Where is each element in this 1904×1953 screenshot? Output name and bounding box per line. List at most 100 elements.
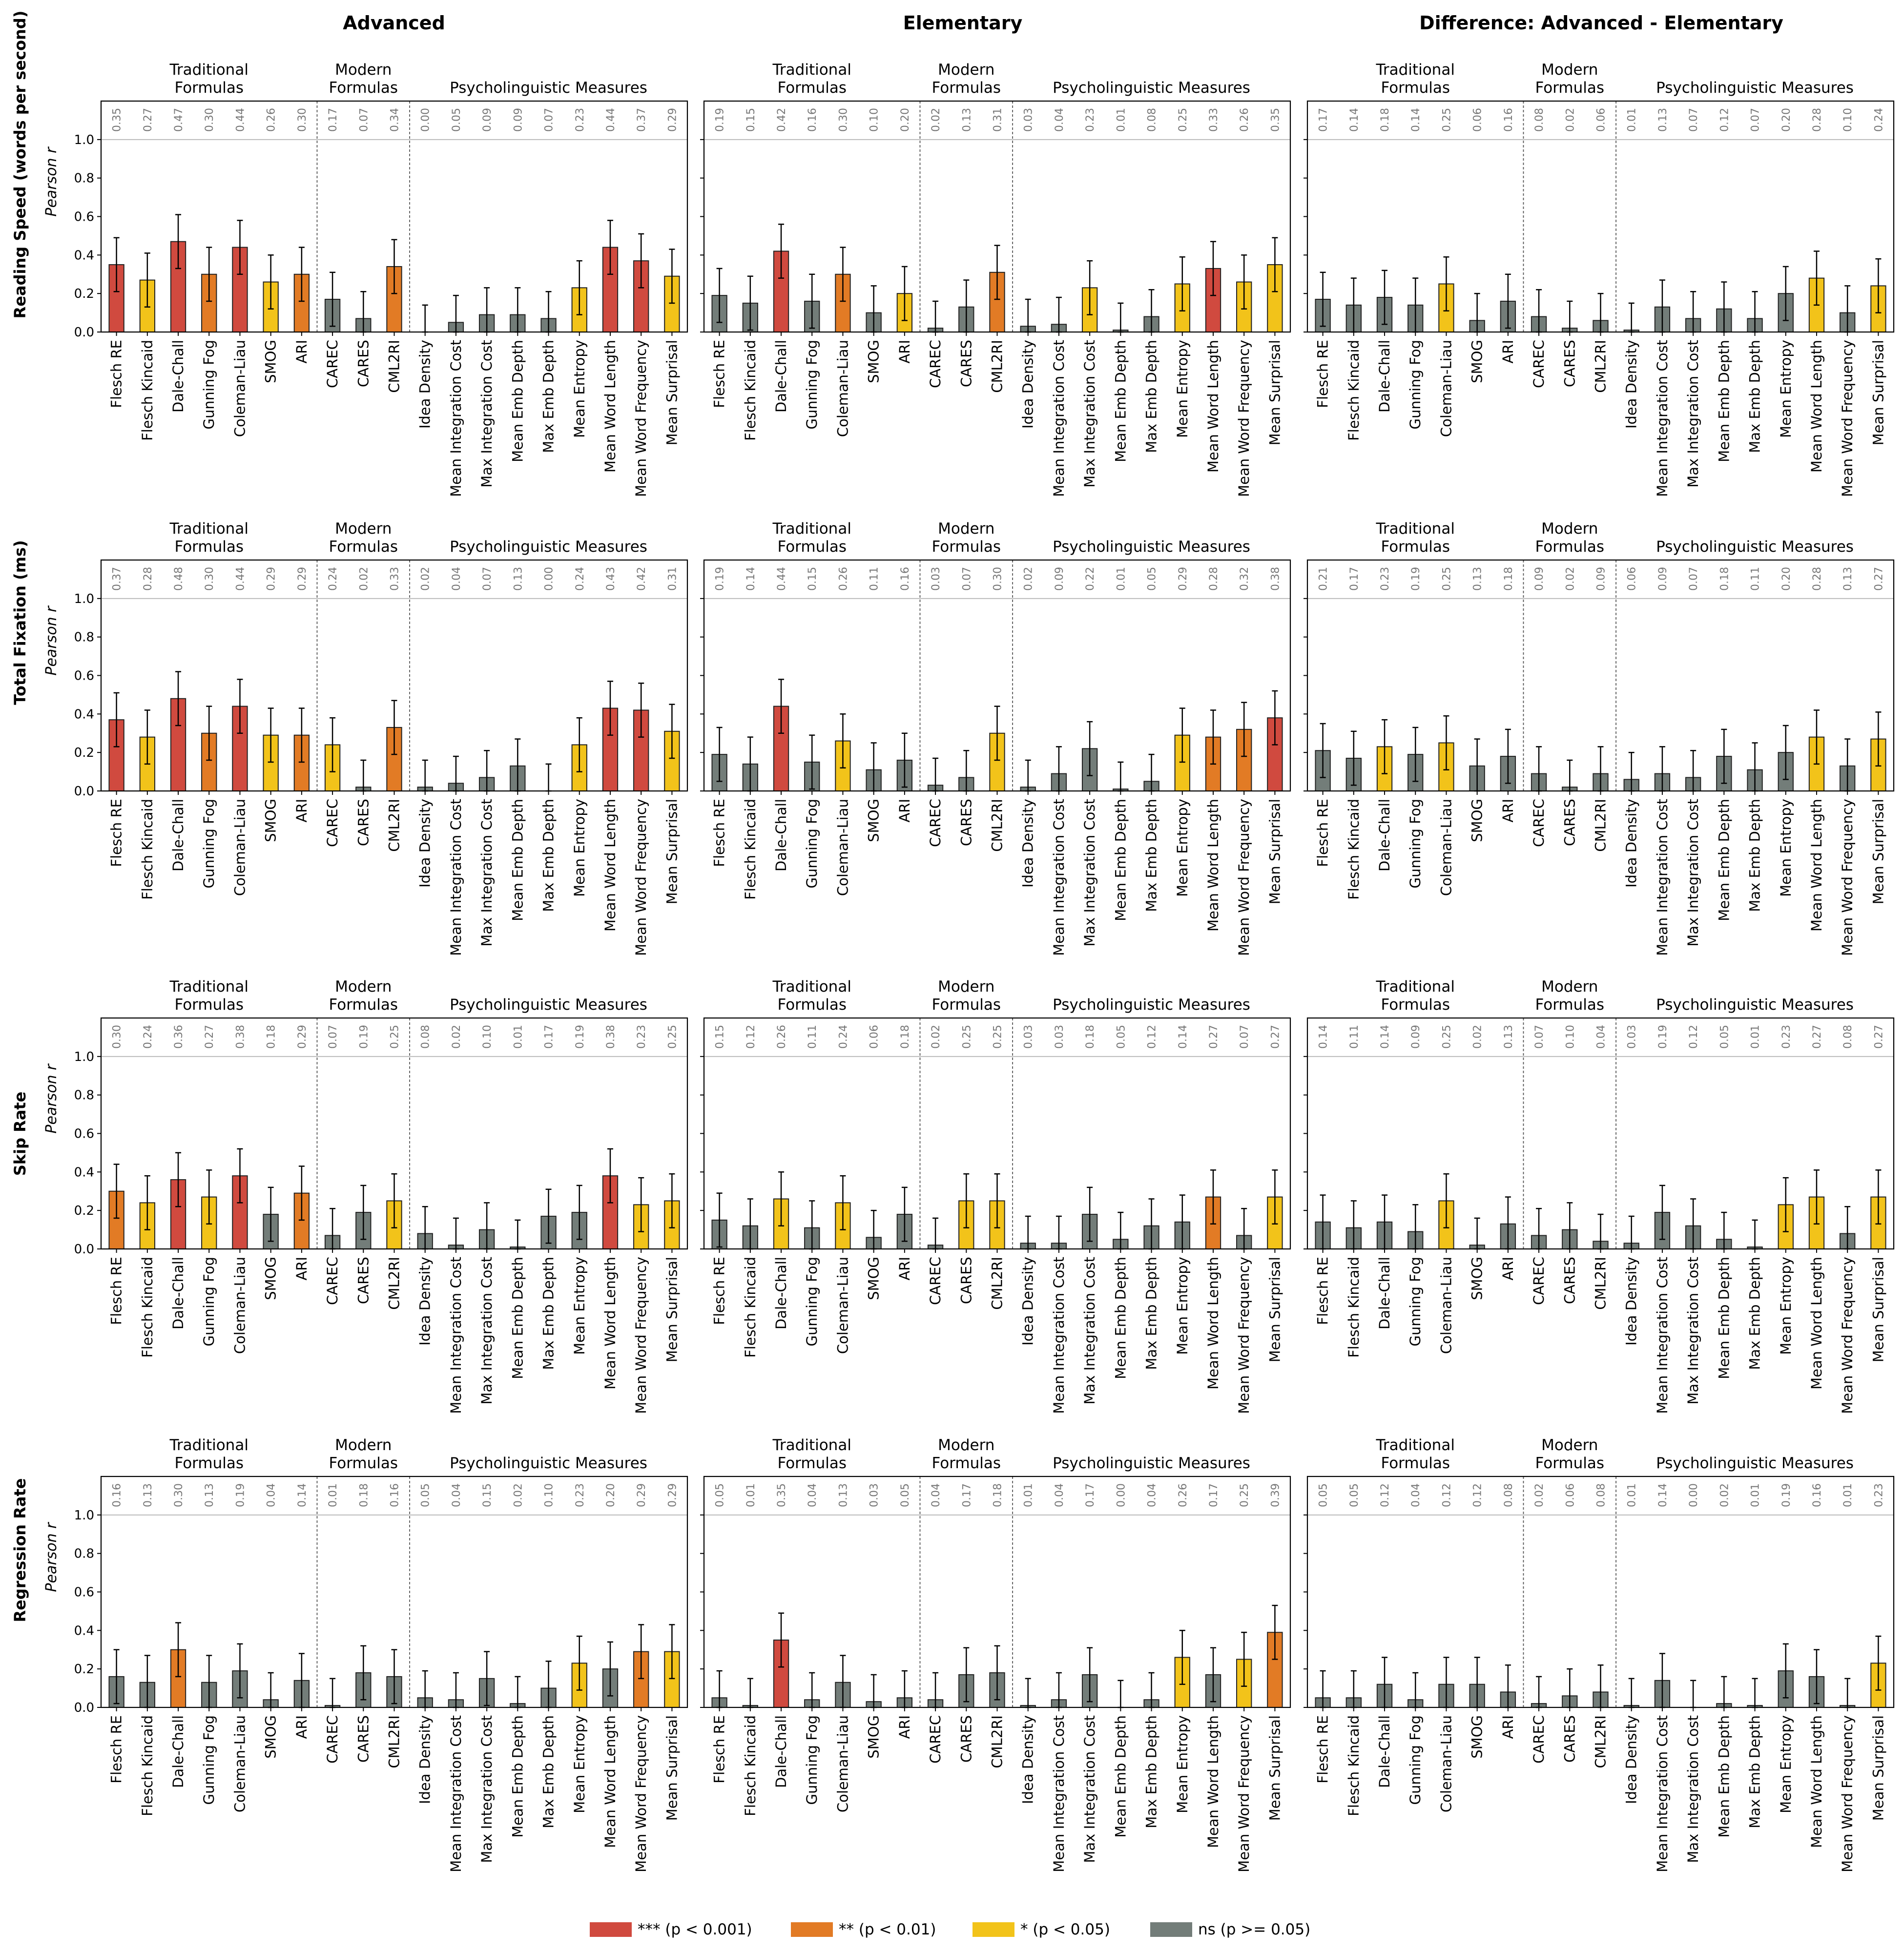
x-tick-label-max-emb-depth: Max Emb Depth <box>540 1257 557 1370</box>
x-tick-label-coleman-liau: Coleman-Liau <box>231 1257 248 1354</box>
x-tick-label-mean-integration-cost: Mean Integration Cost <box>448 1257 464 1414</box>
x-tick-label-ari: ARI <box>896 1715 913 1739</box>
x-tick-label-ari: ARI <box>1500 340 1516 364</box>
value-label-carec: 0.07 <box>327 1025 339 1049</box>
panel-0-1: 0.19 0.15 0.42 0.16 0.30 0.10 0.20 0.02 0.13 0.31… <box>700 61 1291 497</box>
row-titles: Reading Speed (words per second) Total F… <box>11 11 29 1622</box>
group-label-formulas: Formulas <box>329 79 398 97</box>
x-tick-label-idea-density: Idea Density <box>417 340 434 429</box>
group-label-modern: Modern <box>1541 520 1598 538</box>
value-label-smog: 0.06 <box>869 1025 881 1049</box>
value-label-max-integration-cost: 0.10 <box>481 1025 494 1049</box>
error-bar-dale-chall <box>1382 719 1388 774</box>
group-label-psycholinguistic: Psycholinguistic Measures <box>450 1454 647 1472</box>
error-bar-flesch-kincaid <box>144 1175 150 1230</box>
y-tick-label: 0.6 <box>74 1585 94 1600</box>
value-label-cares: 0.02 <box>1564 108 1576 132</box>
error-bar-flesch-kincaid <box>144 252 150 308</box>
x-tick-label-smog: SMOG <box>866 340 882 383</box>
group-label-traditional: Traditional <box>169 61 248 79</box>
error-bar-mean-surprisal <box>1875 258 1882 313</box>
value-label-idea-density: 0.00 <box>420 108 432 132</box>
value-label-mean-emb-depth: 0.01 <box>1115 108 1127 132</box>
error-bar-flesch-re <box>716 727 723 782</box>
value-label-flesch-re: 0.05 <box>1318 1483 1330 1507</box>
group-label-traditional: Traditional <box>169 1436 248 1454</box>
group-label-formulas: Formulas <box>329 1454 398 1472</box>
value-label-mean-surprisal: 0.27 <box>1873 567 1885 591</box>
value-label-ari: 0.14 <box>296 1483 309 1507</box>
error-bar-gunning-fog <box>1412 727 1419 782</box>
value-label-cares: 0.06 <box>1564 1483 1576 1507</box>
group-label-modern: Modern <box>335 61 392 79</box>
y-axis-label: Pearson r <box>43 146 60 217</box>
legend-label: ns (p >= 0.05) <box>1198 1921 1310 1938</box>
error-bar-idea-density <box>422 304 428 333</box>
value-label-flesch-kincaid: 0.14 <box>745 567 757 591</box>
x-tick-label-mean-entropy: Mean Entropy <box>1778 340 1794 438</box>
value-label-gunning-fog: 0.15 <box>807 567 819 591</box>
group-label-traditional: Traditional <box>1376 61 1455 79</box>
error-bar-flesch-re <box>113 1649 120 1704</box>
x-tick-label-mean-entropy: Mean Entropy <box>1778 799 1794 897</box>
x-tick-label-mean-word-length: Mean Word Length <box>1205 1257 1221 1390</box>
x-tick-label-max-emb-depth: Max Emb Depth <box>1143 340 1160 453</box>
value-label-carec: 0.17 <box>327 108 339 132</box>
group-label-traditional: Traditional <box>169 978 248 996</box>
legend-item-p05: * (p < 0.05) <box>973 1921 1110 1938</box>
value-label-mean-word-length: 0.27 <box>1208 1025 1220 1049</box>
error-bar-cml2ri <box>391 700 397 755</box>
error-bar-mean-word-length <box>607 681 613 736</box>
value-label-mean-emb-depth: 0.13 <box>512 567 524 591</box>
value-label-max-emb-depth: 0.11 <box>1750 567 1762 591</box>
x-tick-label-coleman-liau: Coleman-Liau <box>834 340 851 437</box>
value-label-coleman-liau: 0.12 <box>1441 1483 1453 1507</box>
x-tick-label-dale-chall: Dale-Chall <box>170 799 186 872</box>
value-label-cml2ri: 0.33 <box>389 567 401 591</box>
x-tick-label-carec: CAREC <box>1531 799 1547 847</box>
value-label-idea-density: 0.01 <box>1626 108 1638 132</box>
x-tick-label-mean-word-frequency: Mean Word Frequency <box>1839 1715 1856 1872</box>
x-tick-label-dale-chall: Dale-Chall <box>170 1715 186 1788</box>
value-label-carec: 0.09 <box>1533 567 1546 591</box>
value-label-mean-word-frequency: 0.23 <box>636 1025 648 1049</box>
value-label-carec: 0.02 <box>930 108 942 132</box>
x-tick-label-cml2ri: CML2RI <box>386 1715 403 1768</box>
error-bar-smog <box>268 254 274 310</box>
error-bar-mean-word-frequency <box>1241 1632 1247 1687</box>
value-label-mean-word-length: 0.28 <box>1208 567 1220 591</box>
error-bar-cml2ri <box>994 1645 1000 1701</box>
value-label-flesch-kincaid: 0.27 <box>142 108 154 132</box>
value-label-mean-surprisal: 0.29 <box>666 108 679 132</box>
x-tick-label-max-emb-depth: Max Emb Depth <box>540 340 557 453</box>
x-tick-label-max-integration-cost: Max Integration Cost <box>1685 1257 1701 1405</box>
value-label-mean-integration-cost: 0.04 <box>1054 1483 1066 1507</box>
x-tick-label-max-emb-depth: Max Emb Depth <box>1747 340 1763 453</box>
value-label-cares: 0.10 <box>1564 1025 1576 1049</box>
value-label-idea-density: 0.03 <box>1626 1025 1638 1049</box>
error-bar-gunning-fog <box>206 706 212 761</box>
x-tick-label-mean-word-frequency: Mean Word Frequency <box>1839 340 1856 497</box>
group-label-psycholinguistic: Psycholinguistic Measures <box>1656 79 1854 97</box>
x-tick-label-smog: SMOG <box>1469 799 1486 842</box>
panels: 0.35 0.27 0.47 0.30 0.44 0.26 0.30 0.17 0.07 0.34… <box>43 61 1895 1872</box>
error-bar-mean-emb-depth <box>515 1676 521 1708</box>
value-label-mean-integration-cost: 0.14 <box>1657 1483 1669 1507</box>
x-tick-label-gunning-fog: Gunning Fog <box>1407 799 1424 888</box>
error-bar-idea-density <box>1025 759 1031 792</box>
error-bar-mean-surprisal <box>1272 237 1278 292</box>
value-label-smog: 0.11 <box>869 567 881 591</box>
value-label-flesch-re: 0.35 <box>111 108 124 132</box>
value-label-smog: 0.04 <box>266 1483 278 1507</box>
x-tick-label-dale-chall: Dale-Chall <box>773 1715 789 1788</box>
x-tick-label-mean-word-length: Mean Word Length <box>1808 1715 1825 1848</box>
x-tick-label-carec: CAREC <box>324 799 341 847</box>
value-label-cml2ri: 0.31 <box>992 108 1004 132</box>
x-tick-label-carec: CAREC <box>1531 340 1547 388</box>
x-tick-label-flesch-re: Flesch RE <box>711 1257 728 1325</box>
group-label-traditional: Traditional <box>772 61 851 79</box>
x-tick-label-mean-surprisal: Mean Surprisal <box>1266 799 1283 904</box>
x-tick-label-mean-integration-cost: Mean Integration Cost <box>1051 340 1067 497</box>
group-label-formulas: Formulas <box>777 996 847 1014</box>
